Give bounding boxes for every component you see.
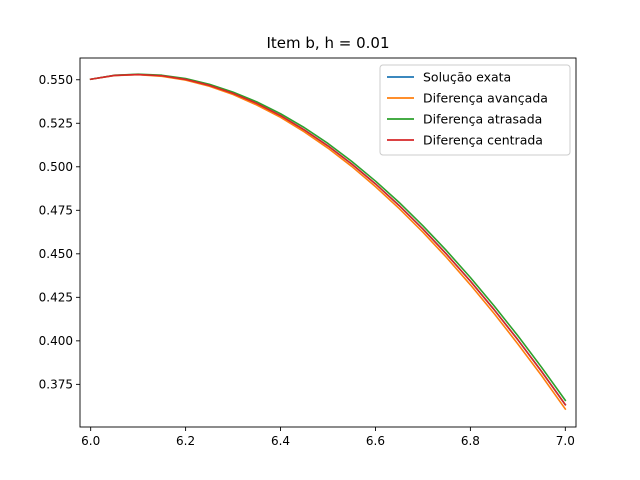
y-tick-label: 0.475 (39, 203, 73, 217)
x-tick-label: 6.4 (271, 434, 290, 448)
x-tick-label: 6.2 (176, 434, 195, 448)
y-tick-label: 0.450 (39, 247, 73, 261)
series-line-3 (89, 73, 567, 406)
axes-frame (79, 57, 577, 428)
chart-title: Item b, h = 0.01 (267, 34, 390, 52)
x-tick-label: 7.0 (556, 434, 575, 448)
y-tick-label: 0.375 (39, 377, 73, 391)
axes-layer: 6.0 6.2 6.4 6.6 6.8 7.0 0.375 0.400 0.425 0.450 0.… (39, 57, 577, 448)
legend: Solução exata Diferença avançada Diferença… (379, 64, 571, 156)
x-tick-label: 6.6 (366, 434, 385, 448)
legend-label: Diferença avançada (423, 91, 548, 106)
y-tick-label: 0.400 (39, 334, 73, 348)
legend-box (379, 64, 571, 156)
y-tick-label: 0.550 (39, 73, 73, 87)
legend-label: Diferença centrada (423, 133, 543, 148)
y-tick-label: 0.425 (39, 290, 73, 304)
y-tick-label: 0.500 (39, 160, 73, 174)
legend-label: Solução exata (423, 70, 511, 85)
legend-label: Diferença atrasada (423, 112, 542, 127)
x-tick-label: 6.8 (461, 434, 480, 448)
x-tick-label: 6.0 (81, 434, 100, 448)
y-tick-label: 0.525 (39, 116, 73, 130)
series-layer (89, 73, 567, 411)
